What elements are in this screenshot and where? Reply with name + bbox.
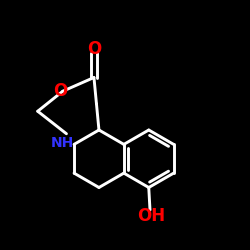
- Text: O: O: [87, 40, 101, 58]
- Text: OH: OH: [137, 207, 165, 225]
- Text: NH: NH: [51, 136, 74, 150]
- Text: O: O: [54, 82, 68, 100]
